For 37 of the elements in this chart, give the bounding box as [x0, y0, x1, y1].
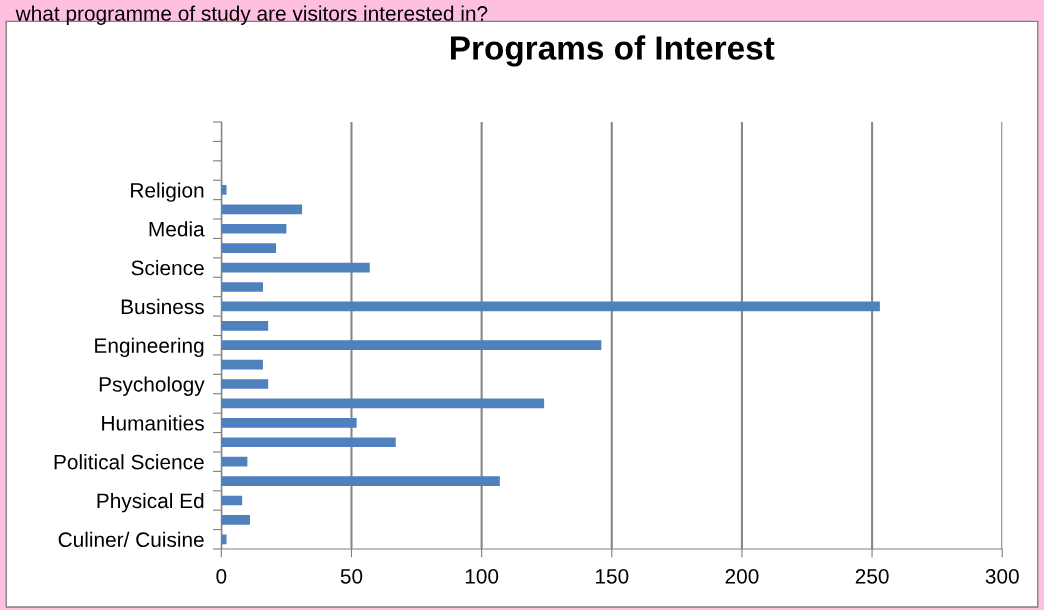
y-tick-label: Media	[149, 221, 205, 237]
bar	[221, 515, 250, 525]
bar	[221, 282, 263, 292]
x-tick-label: 0	[216, 568, 227, 584]
y-tick-label: Business	[121, 298, 204, 315]
y-tick-label: Engineering	[95, 337, 204, 358]
bar	[221, 379, 269, 389]
bar	[221, 262, 370, 273]
bar	[221, 534, 227, 545]
bar	[221, 359, 263, 370]
bar	[221, 437, 396, 448]
x-tick-label: 250	[855, 568, 889, 584]
text: what programme of study are visitors interested in?	[15, 5, 488, 25]
x-tick-label: 50	[340, 568, 363, 584]
x-tick-label: 300	[985, 568, 1019, 584]
bar	[221, 243, 276, 254]
bar	[221, 340, 602, 351]
bar	[221, 398, 545, 409]
bar	[221, 223, 287, 234]
x-tick-label: 150	[595, 568, 629, 584]
y-tick-label: Culiner/ Cuisine	[58, 531, 204, 548]
bar	[221, 320, 269, 331]
bar	[221, 185, 227, 195]
bar	[221, 456, 248, 467]
chart-title: Programs of Interest	[451, 35, 775, 67]
bar	[221, 476, 500, 486]
bar	[221, 417, 357, 428]
y-tick-label: Psychology	[99, 376, 205, 396]
y-tick-label: Science	[131, 260, 204, 276]
y-tick-label: Physical Ed	[97, 492, 204, 513]
bar	[221, 301, 880, 312]
x-tick-label: 100	[465, 568, 499, 584]
bar	[221, 204, 303, 215]
y-tick-label: Political Science	[54, 454, 204, 470]
y-tick-label: Humanities	[102, 415, 204, 431]
y-tick-label: Religion	[131, 182, 204, 202]
x-tick-label: 200	[725, 568, 759, 584]
